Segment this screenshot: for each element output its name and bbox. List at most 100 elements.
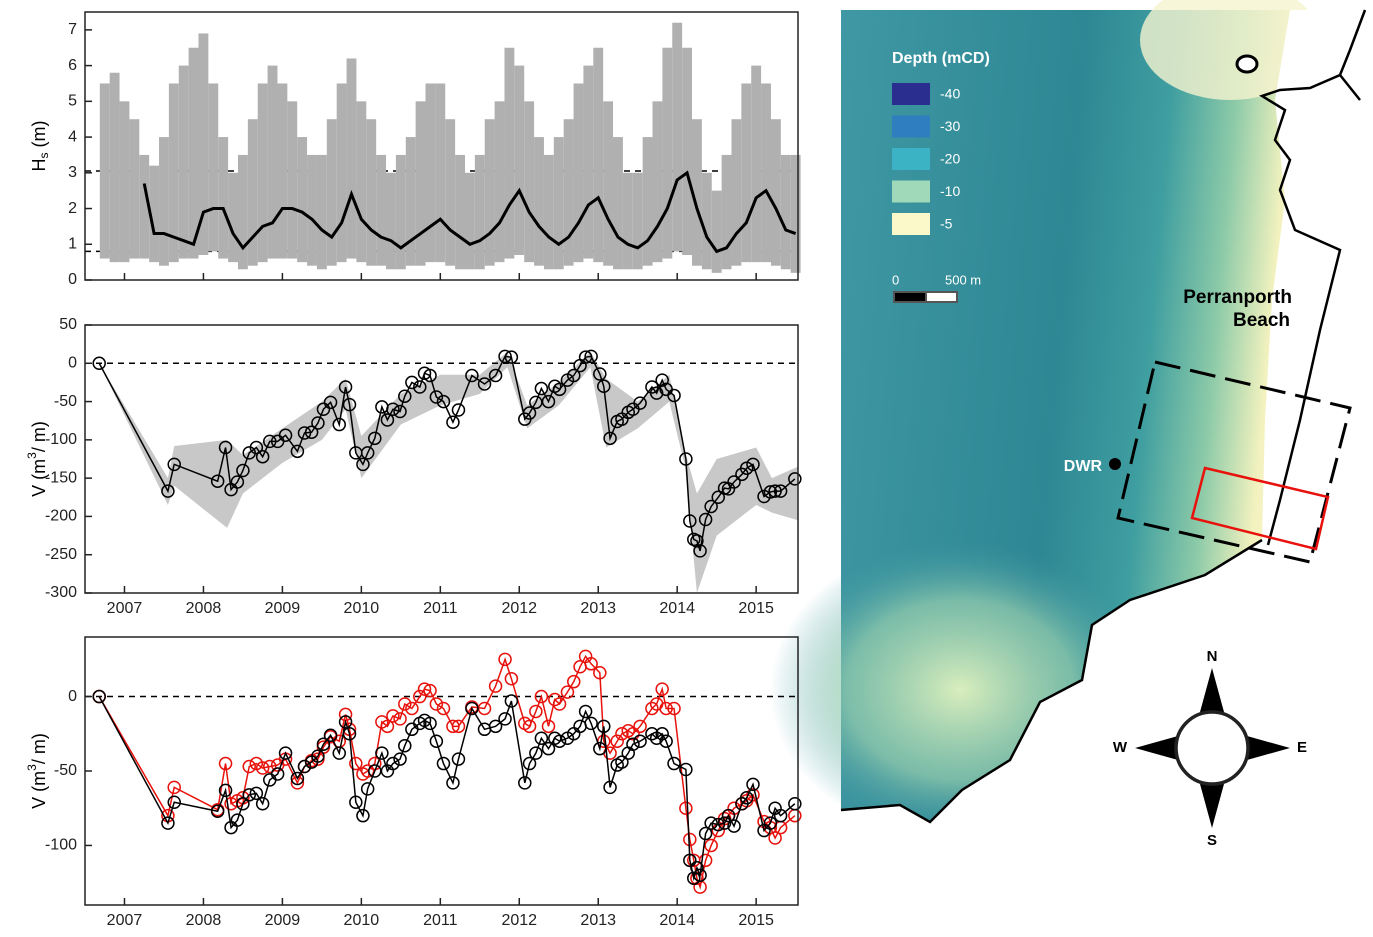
y-tick-label: -50 xyxy=(54,762,77,779)
range-bar xyxy=(534,137,544,266)
y-tick-label: -250 xyxy=(45,546,77,563)
y-tick-label: -150 xyxy=(45,469,77,486)
y-axis-label-part: / m) xyxy=(29,733,49,764)
y-tick-label: -100 xyxy=(45,431,77,448)
legend-label: -10 xyxy=(940,183,960,199)
x-tick-label: 2015 xyxy=(738,912,774,929)
x-tick-label: 2008 xyxy=(186,600,222,617)
legend-swatch xyxy=(892,83,930,105)
range-bar xyxy=(120,101,130,262)
y-axis-label: V (m3/ m) xyxy=(25,421,49,497)
x-tick-label: 2008 xyxy=(186,912,222,929)
scale-bar xyxy=(894,292,926,302)
y-tick-label: 50 xyxy=(59,316,77,333)
range-bar xyxy=(771,119,781,266)
range-bar xyxy=(495,101,505,262)
range-bar xyxy=(485,119,495,266)
legend-swatch xyxy=(892,213,930,235)
x-tick-label: 2012 xyxy=(501,600,537,617)
range-bar xyxy=(633,173,643,269)
range-bar xyxy=(317,155,327,269)
x-tick-label: 2009 xyxy=(265,912,301,929)
range-bar xyxy=(307,155,317,266)
y-axis-label-part: V (m xyxy=(29,771,49,809)
range-bar xyxy=(268,66,278,259)
range-bar xyxy=(248,119,258,266)
y-axis-label: Hs (m) xyxy=(29,121,51,172)
x-tick-label: 2007 xyxy=(107,912,143,929)
y-tick-label: 0 xyxy=(68,271,77,288)
map: DWR Perranporth Beach Depth (mCD) -40-30… xyxy=(770,0,1373,932)
range-bar xyxy=(455,155,465,269)
x-tick-label: 2009 xyxy=(265,600,301,617)
range-bar xyxy=(189,48,199,259)
charts: 01234567Hs (m)-300-250-200-150-100-50050… xyxy=(25,12,801,929)
x-tick-label: 2010 xyxy=(344,912,380,929)
legend-swatch xyxy=(892,181,930,203)
range-bar xyxy=(445,119,455,266)
compass-label: S xyxy=(1207,832,1217,849)
legend-swatch xyxy=(892,116,930,138)
place-label: Perranporth xyxy=(1183,287,1292,308)
y-tick-label: 7 xyxy=(68,21,77,38)
figure: DWR Perranporth Beach Depth (mCD) -40-30… xyxy=(0,0,1373,932)
range-bar xyxy=(258,83,268,262)
uncertainty-band xyxy=(99,352,798,593)
range-bar xyxy=(347,58,357,258)
legend-label: -40 xyxy=(940,86,960,102)
x-tick-label: 2013 xyxy=(580,912,616,929)
range-bar xyxy=(643,137,653,266)
range-bar xyxy=(179,66,189,259)
y-axis-label-part: / m) xyxy=(29,421,49,452)
range-bar xyxy=(593,48,603,262)
range-bar xyxy=(514,66,524,255)
legend-label: -5 xyxy=(940,216,953,232)
chart: -300-250-200-150-100-5005020072008200920… xyxy=(25,316,801,617)
y-tick-label: 6 xyxy=(68,57,77,74)
x-tick-label: 2011 xyxy=(423,912,458,929)
y-tick-label: -300 xyxy=(45,584,77,601)
range-bar xyxy=(416,101,426,265)
rock xyxy=(1237,56,1257,72)
range-bar xyxy=(791,155,801,273)
range-bar xyxy=(751,66,761,263)
range-bar xyxy=(396,155,406,269)
range-bar xyxy=(722,155,732,269)
y-tick-label: 5 xyxy=(68,93,77,110)
x-tick-label: 2010 xyxy=(344,600,380,617)
range-bar xyxy=(761,83,771,262)
scale-bar xyxy=(926,292,957,302)
range-bar xyxy=(277,83,287,258)
range-bar xyxy=(356,101,366,262)
y-tick-label: -50 xyxy=(54,393,77,410)
x-tick-label: 2013 xyxy=(580,600,616,617)
range-bar xyxy=(435,83,445,262)
compass-label: W xyxy=(1113,739,1128,756)
x-tick-label: 2011 xyxy=(423,600,458,617)
range-bar xyxy=(682,48,692,255)
y-axis-label: V (m3/ m) xyxy=(25,733,49,809)
y-tick-label: 2 xyxy=(68,200,77,217)
range-bar xyxy=(218,137,228,258)
range-bar xyxy=(781,155,791,269)
y-tick-label: 0 xyxy=(68,355,77,372)
x-tick-label: 2012 xyxy=(501,912,537,929)
range-bar xyxy=(653,101,663,262)
y-tick-label: 0 xyxy=(68,688,77,705)
x-tick-label: 2007 xyxy=(107,600,143,617)
scale-label: 0 xyxy=(892,272,899,287)
buoy-marker xyxy=(1109,458,1121,470)
range-bar xyxy=(613,137,623,269)
range-bar xyxy=(159,137,169,266)
range-bar xyxy=(731,119,741,266)
scale-label: 500 m xyxy=(945,272,981,287)
y-axis-label-part: H xyxy=(29,158,49,171)
range-bar xyxy=(564,119,574,266)
compass-label: N xyxy=(1207,648,1218,665)
range-bar xyxy=(228,173,238,262)
x-tick-label: 2014 xyxy=(659,912,695,929)
y-tick-label: 3 xyxy=(68,164,77,181)
range-bar xyxy=(544,155,554,269)
range-bar xyxy=(465,173,475,269)
